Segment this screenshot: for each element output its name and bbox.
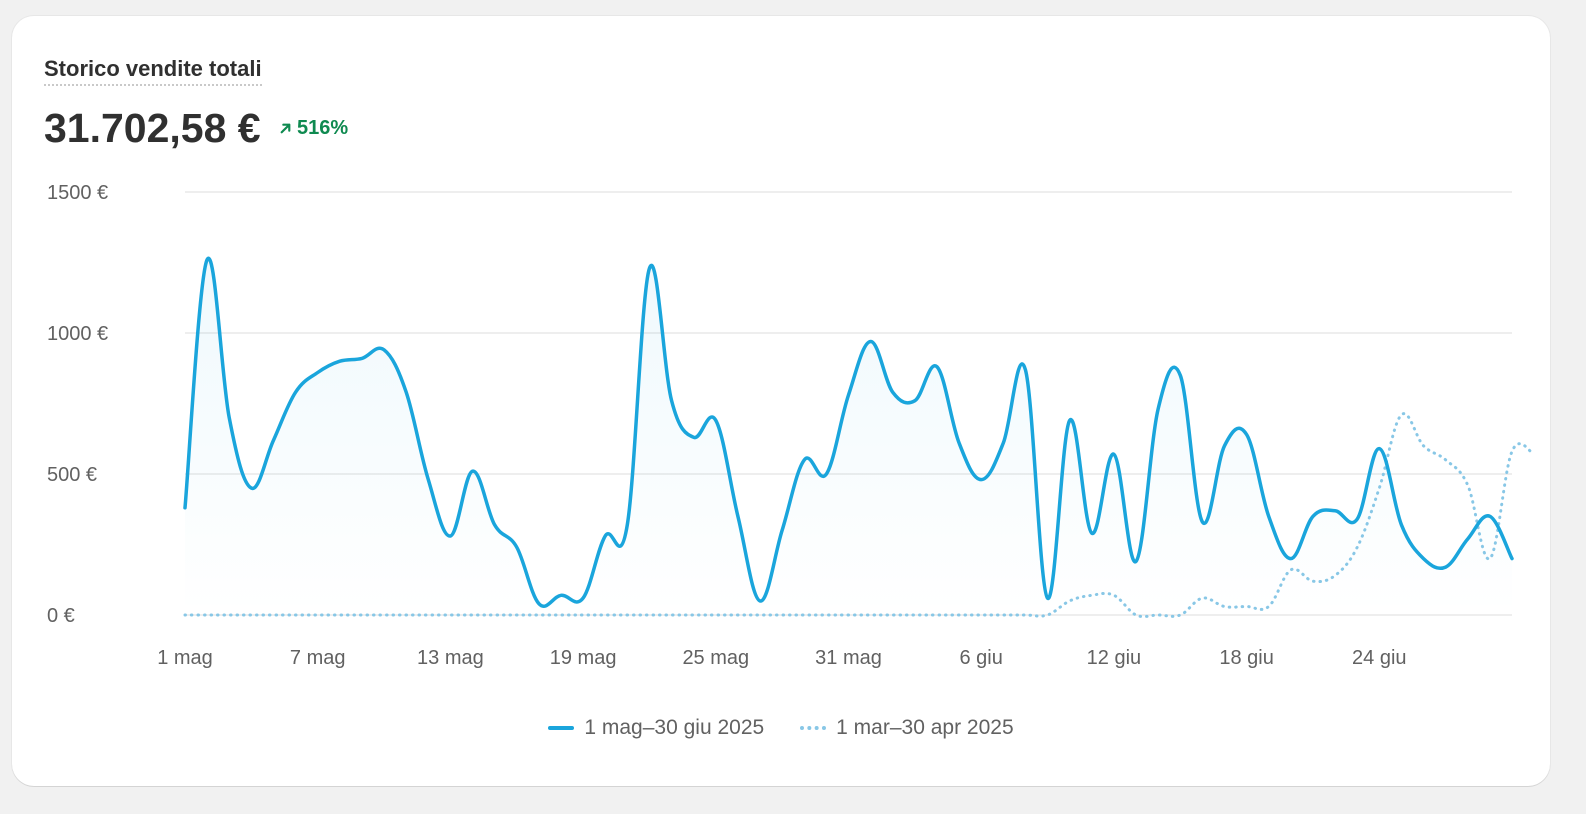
- x-tick-label: 6 giu: [960, 647, 1003, 669]
- legend-swatch-solid: [548, 726, 575, 730]
- y-tick-label: 1000 €: [47, 323, 108, 345]
- change-badge: 516%: [279, 116, 348, 140]
- chart-legend: 1 mag–30 giu 2025 1 mar–30 apr 2025: [12, 716, 1550, 740]
- legend-item-current[interactable]: 1 mag–30 giu 2025: [548, 716, 764, 740]
- x-tick-label: 18 giu: [1219, 647, 1274, 669]
- x-tick-label: 31 mag: [815, 647, 882, 669]
- card-title[interactable]: Storico vendite totali: [44, 56, 262, 86]
- legend-item-previous[interactable]: 1 mar–30 apr 2025: [800, 716, 1014, 740]
- x-tick-label: 25 mag: [682, 647, 749, 669]
- legend-label-current: 1 mag–30 giu 2025: [584, 716, 765, 739]
- y-tick-label: 1500 €: [47, 182, 108, 204]
- x-tick-label: 7 mag: [290, 647, 346, 669]
- y-tick-label: 500 €: [47, 464, 97, 486]
- series-line-current[interactable]: [183, 256, 1514, 608]
- x-tick-label: 19 mag: [550, 647, 617, 669]
- x-tick-label: 13 mag: [417, 647, 484, 669]
- sales-history-card: Storico vendite totali 31.702,58 € 516% …: [12, 16, 1550, 786]
- x-tick-label: 1 mag: [157, 647, 213, 669]
- sales-line-chart: 0 € 500 € 1000 € 1500 € 1 mag 7 mag 13 mag 19 …: [47, 182, 1536, 669]
- x-tick-label: 24 giu: [1352, 647, 1407, 669]
- arrow-up-right-icon: [280, 123, 291, 133]
- series-area-current: [185, 258, 1512, 615]
- legend-label-previous: 1 mar–30 apr 2025: [836, 716, 1014, 739]
- total-sales-value: 31.702,58 €: [44, 105, 261, 151]
- change-percent: 516%: [297, 117, 349, 139]
- x-tick-label: 12 giu: [1087, 647, 1142, 669]
- series-line-previous[interactable]: [183, 412, 1536, 619]
- y-tick-label: 0 €: [47, 605, 75, 627]
- legend-swatch-dotted: [800, 726, 827, 730]
